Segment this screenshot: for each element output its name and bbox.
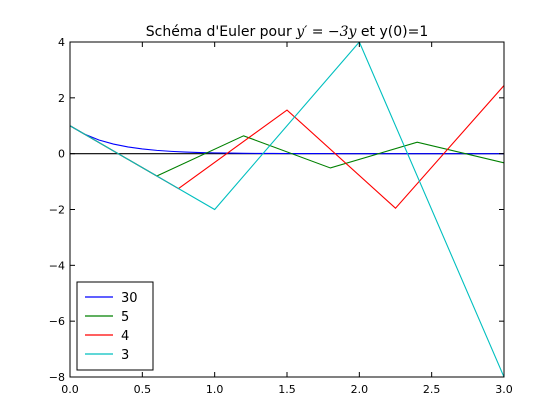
series-group [70, 42, 504, 377]
series-line-n30 [70, 125, 504, 155]
x-tick-label: 2.0 [351, 383, 369, 396]
x-tick-label: 1.5 [278, 383, 296, 396]
y-tick-label: −6 [49, 315, 65, 328]
series-line-n3 [70, 42, 504, 377]
y-tick-label: 0 [58, 148, 65, 161]
chart-title-suffix: et y(0)=1 [356, 24, 428, 40]
x-tick-label: 0.0 [61, 383, 79, 396]
y-tick-label: 2 [58, 92, 65, 105]
series-line-n5 [70, 125, 504, 177]
x-tick-label: 2.5 [423, 383, 441, 396]
legend-label-n30: 30 [121, 291, 138, 306]
legend-label-n5: 5 [121, 310, 129, 325]
plot-area [70, 42, 504, 377]
axes: 0.0 0.5 1.0 1.5 2.0 2.5 3.0 4 2 0 −2 −4 −6 −8 [49, 36, 513, 396]
y-tick-label: 4 [58, 36, 65, 49]
chart-title-prefix: Schéma d'Euler pour [146, 24, 296, 40]
y-tick-label: −8 [49, 371, 65, 384]
chart-title: Schéma d'Euler pour y′ = −3y et y(0)=1 [146, 24, 428, 40]
x-tick-label: 0.5 [134, 383, 152, 396]
legend: 30 5 4 3 [76, 281, 154, 371]
y-tick-label: −2 [49, 204, 65, 217]
x-tick-label: 1.0 [206, 383, 224, 396]
x-tick-label: 3.0 [495, 383, 513, 396]
legend-label-n4: 4 [121, 329, 129, 344]
chart-title-equation: y′ = −3y [295, 24, 357, 40]
legend-box [76, 281, 154, 371]
y-tick-label: −4 [49, 259, 65, 272]
legend-label-n3: 3 [121, 348, 129, 363]
